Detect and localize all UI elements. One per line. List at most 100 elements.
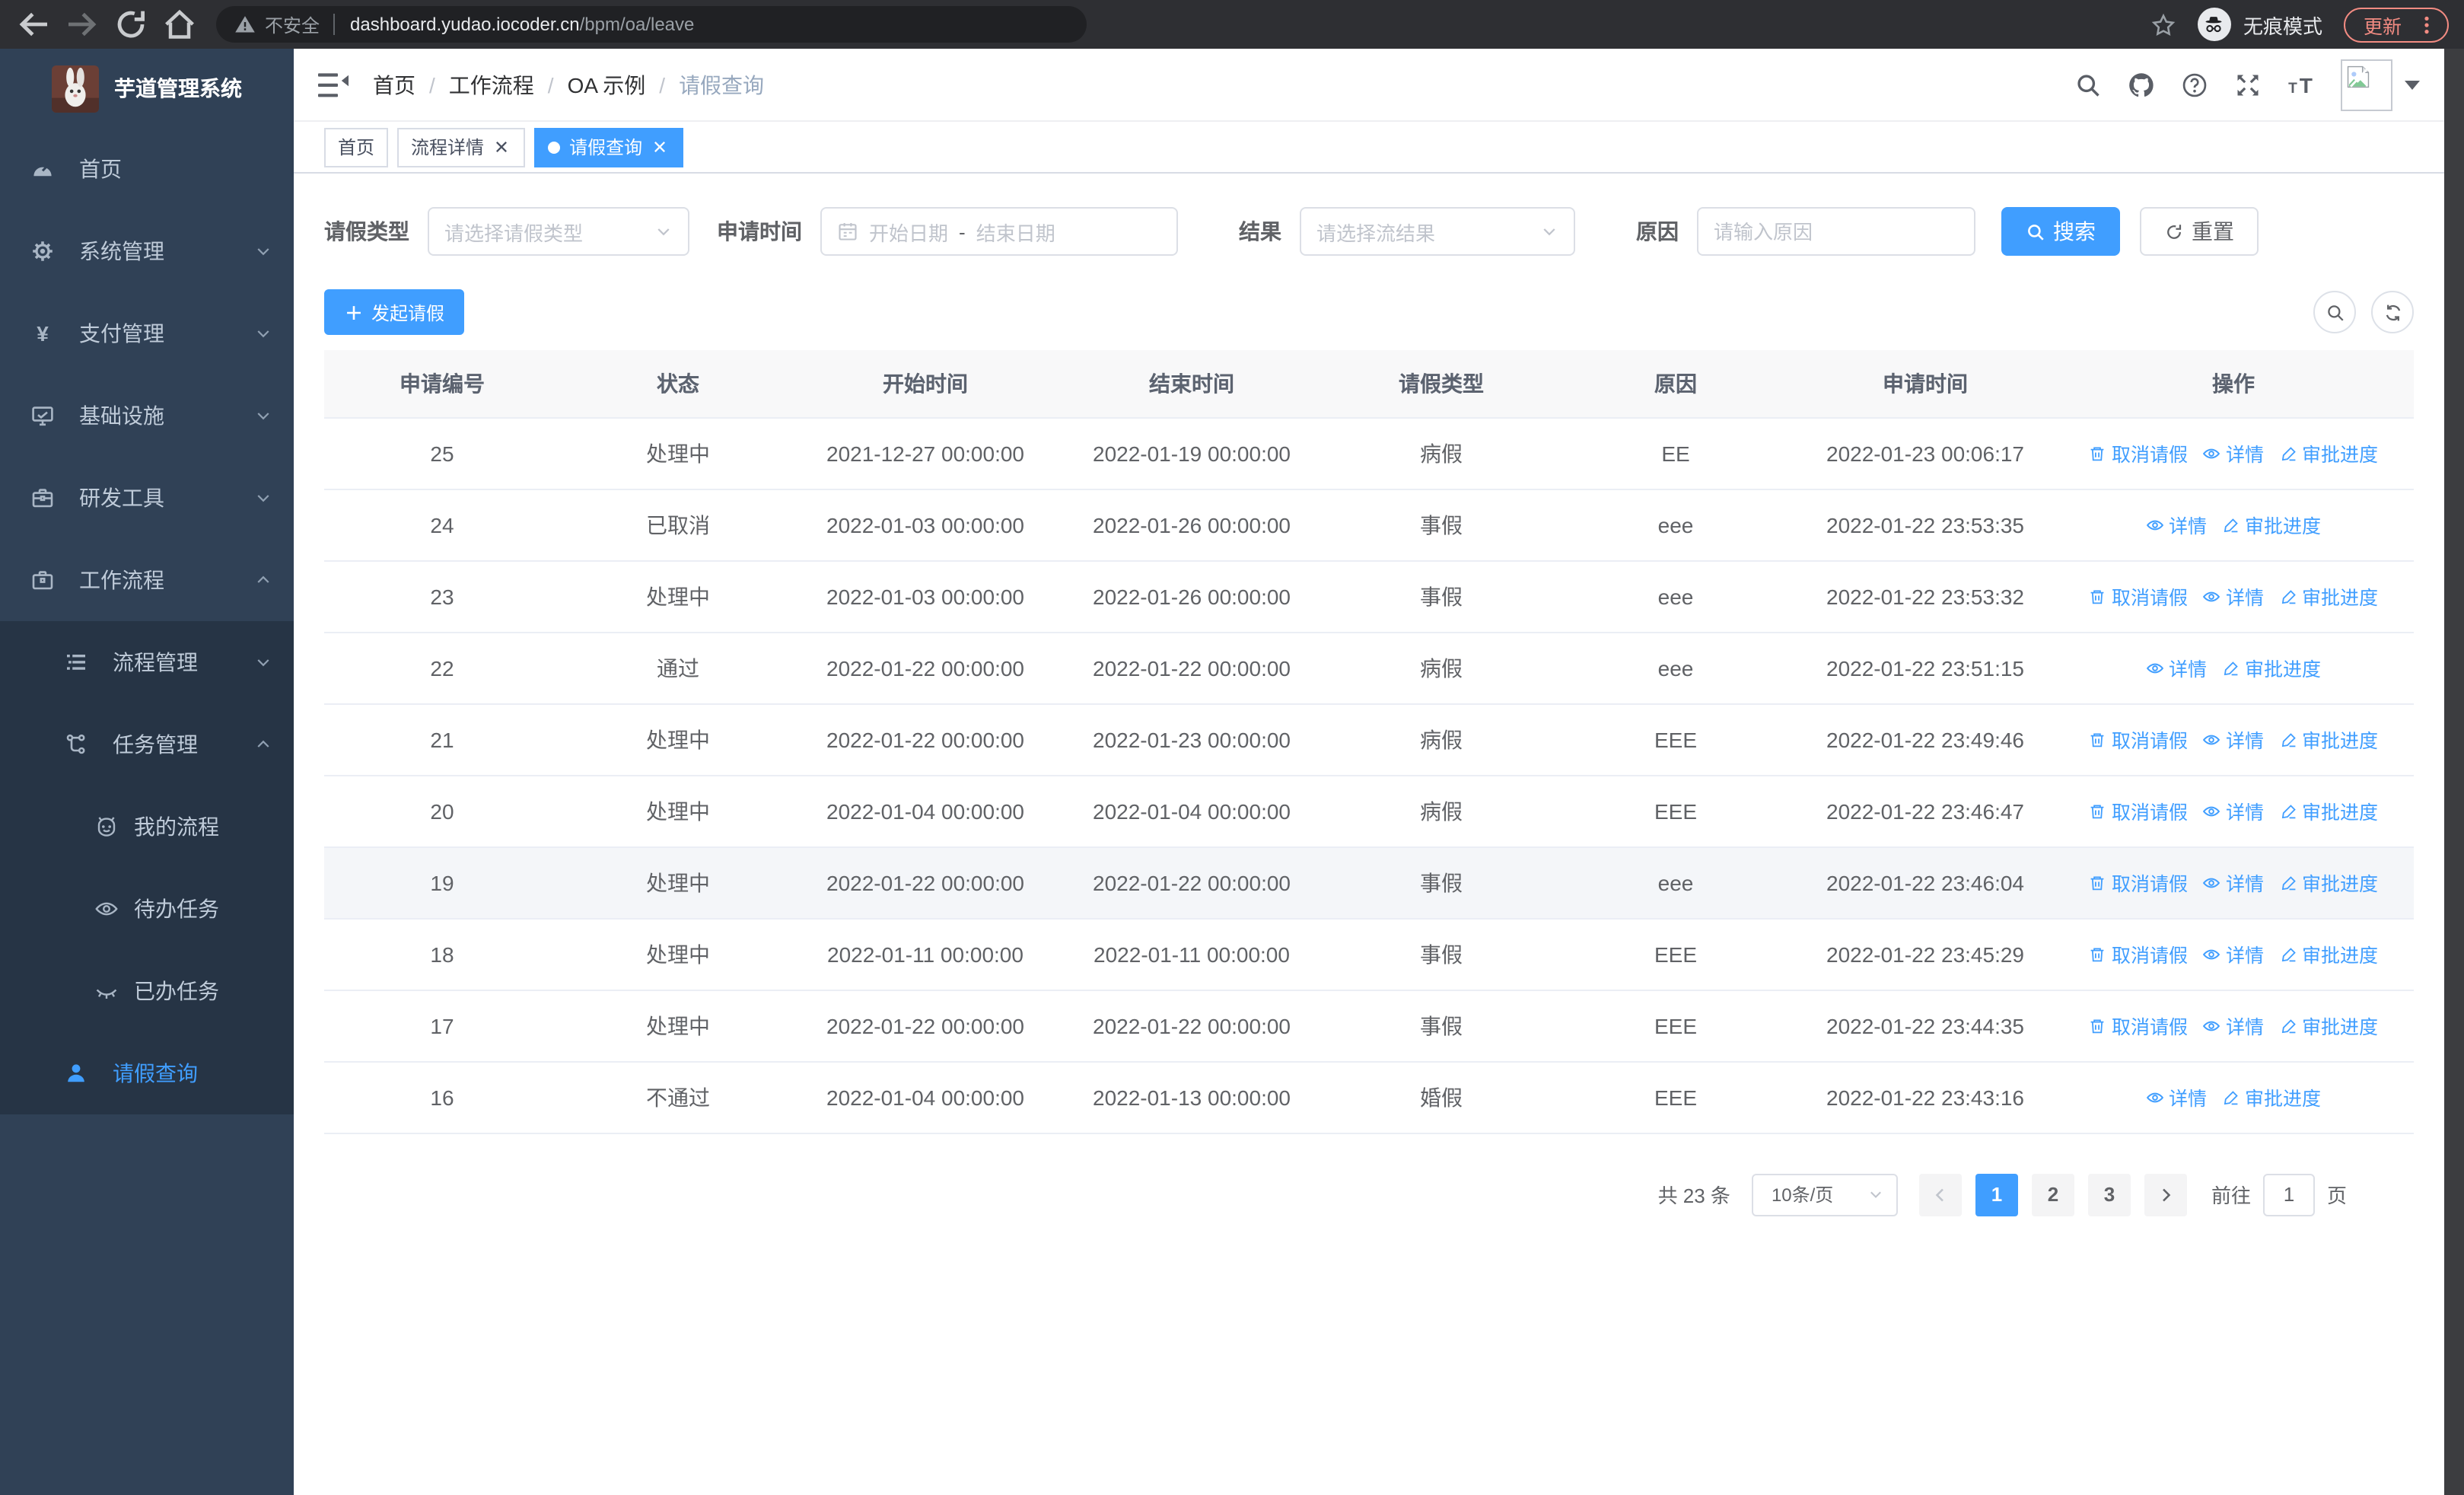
sidebar-item-devtools[interactable]: 研发工具 [0, 457, 294, 539]
detail-action-link[interactable]: 详情 [2146, 1082, 2207, 1111]
browser-forward-icon[interactable] [64, 6, 100, 43]
apply-time-range-picker[interactable]: 开始日期 - 结束日期 [820, 207, 1178, 256]
progress-action-link[interactable]: 审批进度 [2279, 438, 2378, 467]
sidebar-item-system[interactable]: 系统管理 [0, 210, 294, 292]
cancel-action-link[interactable]: 取消请假 [2089, 438, 2188, 467]
sidebar-item-my-process[interactable]: 我的流程 [0, 786, 294, 868]
cancel-action-link[interactable]: 取消请假 [2089, 939, 2188, 968]
fullscreen-icon[interactable] [2234, 71, 2262, 98]
cancel-action-link[interactable]: 取消请假 [2089, 868, 2188, 897]
github-icon[interactable] [2128, 71, 2155, 98]
progress-action-link[interactable]: 审批进度 [2279, 725, 2378, 754]
leave-type-placeholder: 请选择请假类型 [444, 222, 584, 244]
sidebar-item-home[interactable]: 首页 [0, 128, 294, 210]
sidebar-collapse-icon[interactable] [318, 71, 349, 98]
detail-action-link[interactable]: 详情 [2203, 796, 2264, 825]
cell-actions: 取消请假 详情 审批进度 [2053, 703, 2414, 776]
detail-action-link[interactable]: 详情 [2146, 653, 2207, 682]
sidebar-item-done-tasks[interactable]: 已办任务 [0, 950, 294, 1032]
goto-page-input[interactable] [2262, 1173, 2315, 1216]
refresh-table-button[interactable] [2371, 291, 2414, 333]
flow-icon [64, 732, 88, 757]
cancel-action-link[interactable]: 取消请假 [2089, 582, 2188, 610]
prev-page-button[interactable] [1918, 1173, 1962, 1216]
sidebar-item-payment[interactable]: ¥ 支付管理 [0, 292, 294, 375]
sidebar-item-workflow[interactable]: 工作流程 [0, 539, 294, 621]
result-select[interactable]: 请选择流结果 [1300, 207, 1575, 256]
breadcrumb-item[interactable]: 首页 [373, 72, 415, 97]
cancel-action-link[interactable]: 取消请假 [2089, 796, 2188, 825]
show-search-button[interactable] [2313, 291, 2356, 333]
sidebar-item-label: 首页 [79, 157, 122, 181]
page-button-1[interactable]: 1 [1975, 1173, 2018, 1216]
cell-id: 19 [324, 846, 560, 919]
sidebar-item-task-management[interactable]: 任务管理 [0, 703, 294, 786]
reset-button[interactable]: 重置 [2140, 207, 2259, 256]
detail-action-link[interactable]: 详情 [2203, 868, 2264, 897]
create-leave-button[interactable]: 发起请假 [324, 289, 465, 335]
detail-action-link[interactable]: 详情 [2203, 438, 2264, 467]
browser-update-button[interactable]: 更新 [2343, 7, 2449, 42]
cell-applied: 2022-01-23 00:06:17 [1797, 417, 2053, 489]
page-size-select[interactable]: 10条/页 [1751, 1173, 1898, 1216]
tab-home[interactable]: 首页 [324, 127, 389, 167]
cancel-action-link[interactable]: 取消请假 [2089, 1011, 2188, 1040]
action-label: 审批进度 [2245, 1089, 2322, 1110]
next-page-button[interactable] [2144, 1173, 2187, 1216]
sidebar-item-process-management[interactable]: 流程管理 [0, 621, 294, 703]
detail-action-link[interactable]: 详情 [2203, 1011, 2264, 1040]
cell-end: 2022-01-11 00:00:00 [1055, 918, 1329, 990]
chevron-down-icon [254, 406, 272, 425]
progress-action-link[interactable]: 审批进度 [2279, 1011, 2378, 1040]
action-label: 取消请假 [2111, 588, 2188, 609]
detail-action-link[interactable]: 详情 [2203, 582, 2264, 610]
cell-reason: EEE [1554, 703, 1797, 776]
progress-action-link[interactable]: 审批进度 [2279, 796, 2378, 825]
page-scrollbar[interactable] [2444, 49, 2464, 1495]
sidebar-item-infrastructure[interactable]: 基础设施 [0, 375, 294, 457]
browser-back-icon[interactable] [15, 6, 52, 43]
cell-status: 处理中 [560, 703, 796, 776]
reason-input[interactable] [1697, 207, 1975, 256]
update-label[interactable]: 更新 [2363, 16, 2402, 37]
progress-action-link[interactable]: 审批进度 [2222, 653, 2321, 682]
progress-action-link[interactable]: 审批进度 [2222, 510, 2321, 539]
sidebar-item-todo-tasks[interactable]: 待办任务 [0, 868, 294, 950]
progress-action-link[interactable]: 审批进度 [2279, 868, 2378, 897]
breadcrumb-item[interactable]: 工作流程 [448, 72, 534, 97]
trash-icon [2089, 802, 2107, 820]
leave-type-select[interactable]: 请选择请假类型 [428, 207, 689, 256]
browser-home-icon[interactable] [161, 6, 198, 43]
bookmark-star-icon[interactable] [2150, 11, 2176, 37]
tab-leave-query[interactable]: 请假查询 [534, 127, 684, 167]
column-header: 状态 [560, 350, 796, 418]
browser-reload-icon[interactable] [113, 6, 149, 43]
table-row: 16 不通过 2022-01-04 00:00:00 2022-01-13 00:00… [324, 1061, 2414, 1133]
browser-menu-icon[interactable] [2415, 13, 2438, 36]
cancel-action-link[interactable]: 取消请假 [2089, 725, 2188, 754]
search-button[interactable]: 搜索 [2001, 207, 2120, 256]
chevron-down-icon [254, 653, 272, 671]
progress-action-link[interactable]: 审批进度 [2222, 1082, 2321, 1111]
page-button-2[interactable]: 2 [2031, 1173, 2074, 1216]
detail-action-link[interactable]: 详情 [2203, 939, 2264, 968]
app-logo[interactable]: 芋道管理系统 [0, 49, 294, 128]
address-bar[interactable]: 不安全 dashboard.yudao.iocoder.cn /bpm/oa/l… [216, 6, 1087, 43]
progress-action-link[interactable]: 审批进度 [2279, 939, 2378, 968]
help-icon[interactable] [2181, 71, 2208, 98]
action-label: 取消请假 [2111, 874, 2188, 895]
user-avatar[interactable] [2341, 59, 2420, 110]
detail-action-link[interactable]: 详情 [2203, 725, 2264, 754]
security-label[interactable]: 不安全 [265, 14, 320, 36]
cell-type: 病假 [1329, 632, 1554, 704]
progress-action-link[interactable]: 审批进度 [2279, 582, 2378, 610]
page-button-3[interactable]: 3 [2087, 1173, 2131, 1216]
breadcrumb-item[interactable]: OA 示例 [567, 72, 646, 97]
tab-process-detail[interactable]: 流程详情 [397, 127, 526, 167]
header-search-icon[interactable] [2074, 71, 2102, 98]
sidebar-item-leave-query[interactable]: 请假查询 [0, 1032, 294, 1114]
chevron-left-icon [1931, 1185, 1950, 1203]
detail-action-link[interactable]: 详情 [2146, 510, 2207, 539]
